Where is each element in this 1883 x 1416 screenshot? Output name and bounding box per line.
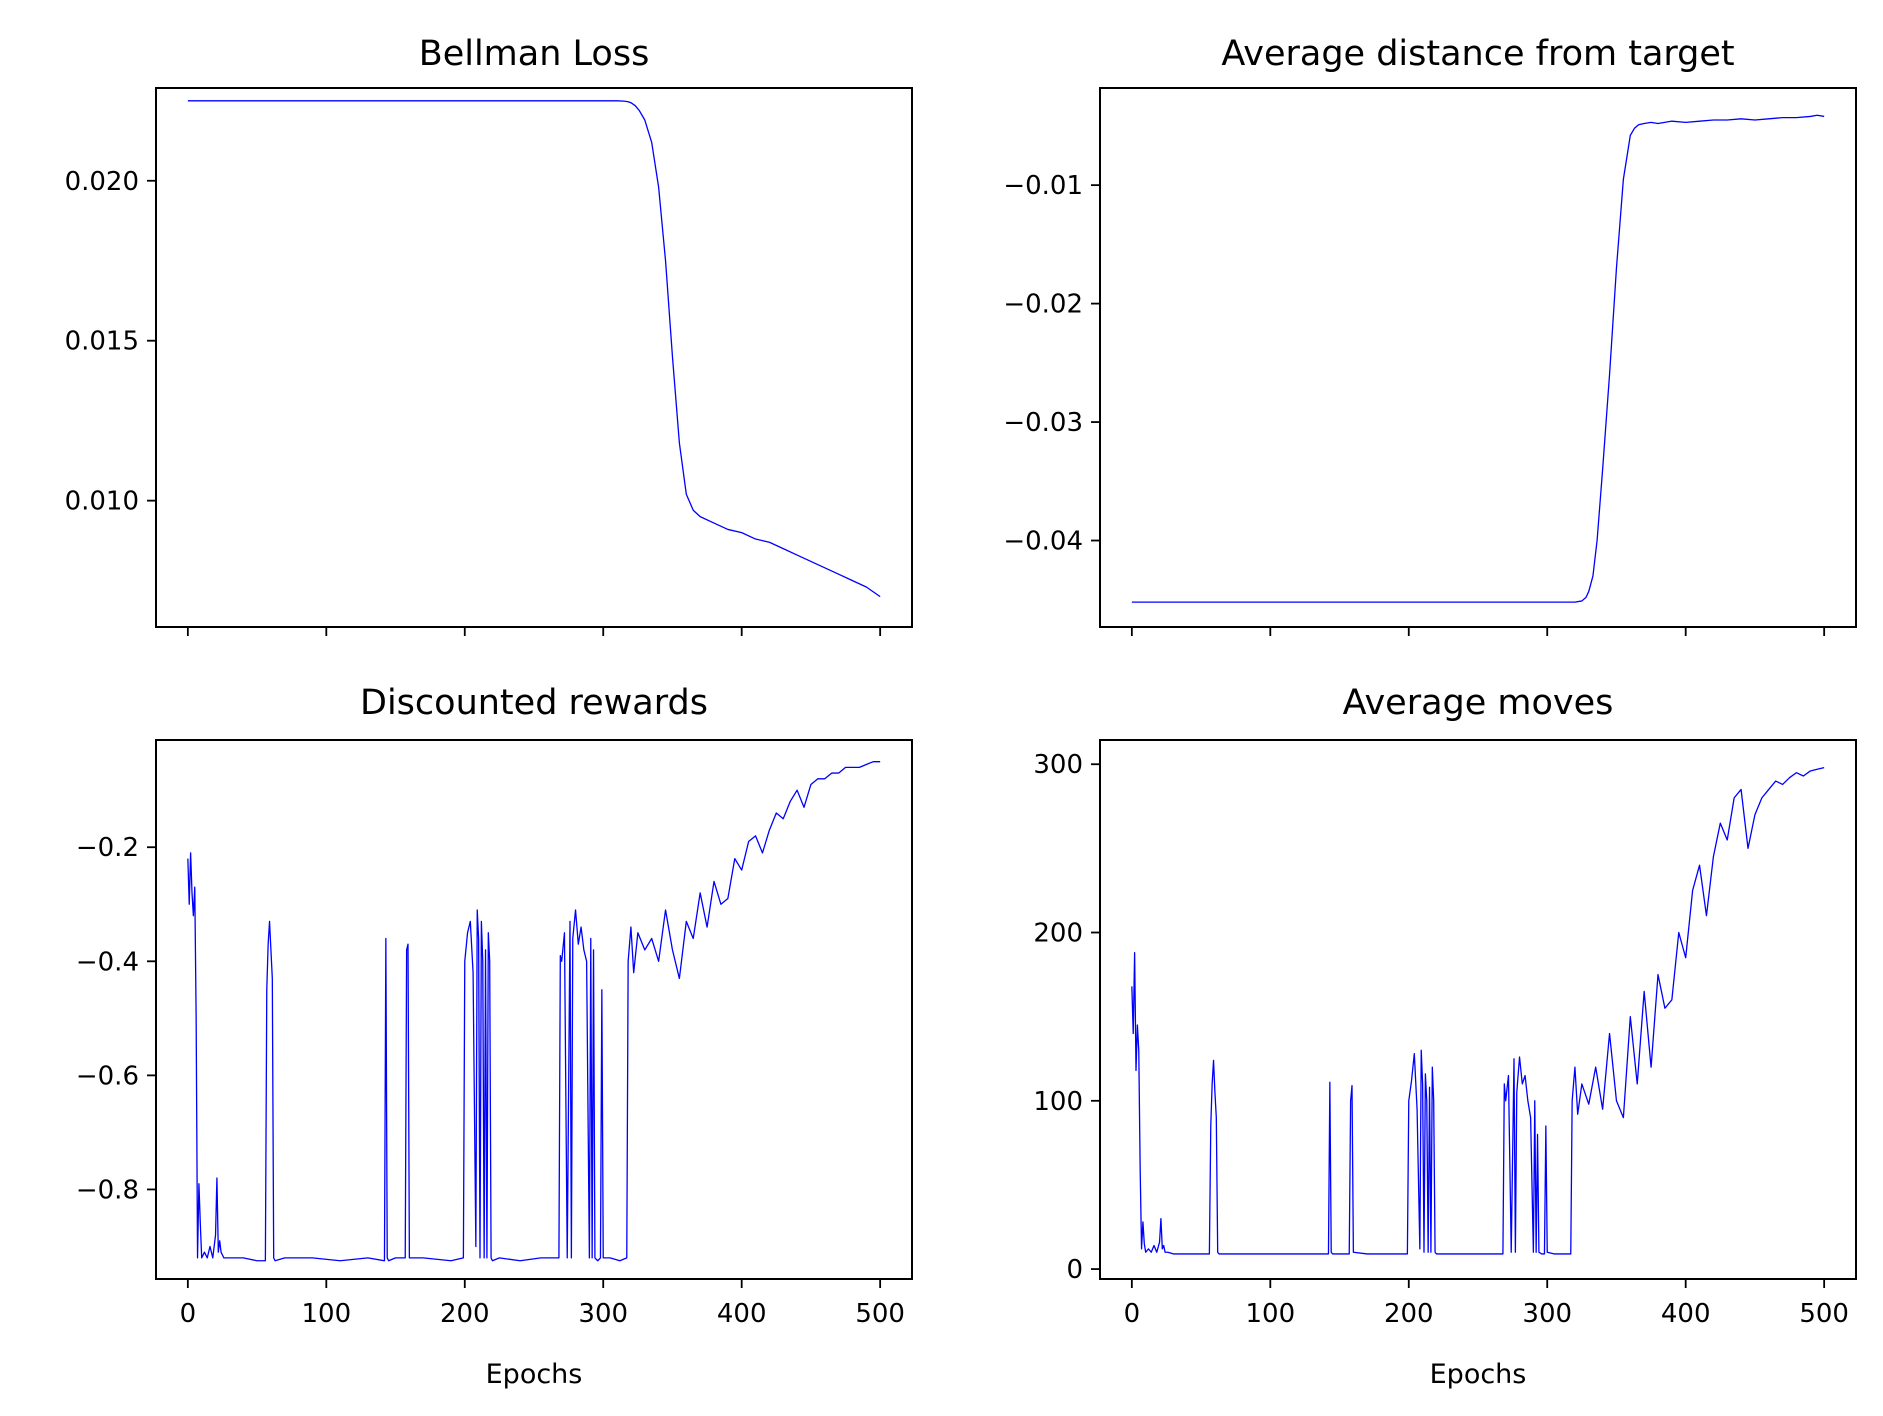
x-tick-label: 400	[1661, 1299, 1711, 1329]
series-line	[1131, 766, 1825, 1255]
plot-area: 0 100 200 300 400 500 −0.8 −0.6 −0.4 −0.2	[76, 739, 913, 1329]
chart-title: Bellman Loss	[419, 34, 650, 74]
plot-area: −0.04 −0.03 −0.02 −0.01	[1003, 87, 1857, 636]
y-tick-label: −0.01	[1003, 171, 1083, 201]
chart-average-distance: Average distance from target −0.04−0.03−…	[1003, 34, 1857, 636]
x-tick-label: 400	[717, 1299, 767, 1329]
x-tick-label: 200	[1384, 1299, 1434, 1329]
y-tick-label: −0.2	[76, 833, 139, 863]
chart-average-moves: Average moves Epochs 0 100 200 300 400 500 0 10…	[1033, 683, 1857, 1390]
y-tick-label: 300	[1033, 750, 1083, 780]
chart-bellman-loss: Bellman Loss 0.010 0.015 0.020	[65, 34, 913, 636]
y-tick-label: −0.4	[76, 947, 139, 977]
axes-frame	[155, 87, 913, 628]
series-line	[187, 761, 881, 1262]
x-tick-label: 0	[180, 1299, 197, 1329]
x-tick-label: 0	[1124, 1299, 1141, 1329]
y-tick-label: 100	[1033, 1087, 1083, 1117]
axes-frame	[1099, 87, 1857, 628]
y-tick-label: −0.02	[1003, 290, 1083, 320]
axes-frame	[155, 739, 913, 1280]
x-tick-label: 300	[578, 1299, 628, 1329]
series-line	[187, 100, 881, 598]
y-tick-label: 0.010	[65, 487, 139, 517]
plot-area: 0.010 0.015 0.020	[65, 87, 913, 636]
x-tick-label: 500	[1799, 1299, 1849, 1329]
x-tick-label: 300	[1522, 1299, 1572, 1329]
x-axis-label: Epochs	[1430, 1359, 1527, 1390]
y-tick-label: 0.020	[65, 167, 139, 197]
x-axis-label: Epochs	[486, 1359, 583, 1390]
axes-frame	[1099, 739, 1857, 1280]
y-tick-label: 0	[1066, 1255, 1083, 1285]
chart-discounted-rewards: Discounted rewards Epochs 0 100 200 300 400 5…	[76, 683, 913, 1390]
chart-title: Average distance from target	[1221, 34, 1734, 74]
y-tick-label: −0.03	[1003, 408, 1083, 438]
x-tick-label: 200	[440, 1299, 490, 1329]
y-tick-label: −0.04	[1003, 527, 1083, 557]
x-tick-label: 100	[301, 1299, 351, 1329]
series-line	[1131, 114, 1825, 603]
x-tick-label: 500	[855, 1299, 905, 1329]
chart-title: Discounted rewards	[360, 683, 708, 723]
x-tick-label: 100	[1245, 1299, 1295, 1329]
y-tick-label: −0.8	[76, 1175, 139, 1205]
y-tick-label: −0.6	[76, 1061, 139, 1091]
plot-area: 0 100 200 300 400 500 0 100 200 300	[1033, 739, 1857, 1329]
chart-title: Average moves	[1343, 683, 1614, 723]
y-tick-label: 200	[1033, 919, 1083, 949]
y-tick-label: 0.015	[65, 327, 139, 357]
